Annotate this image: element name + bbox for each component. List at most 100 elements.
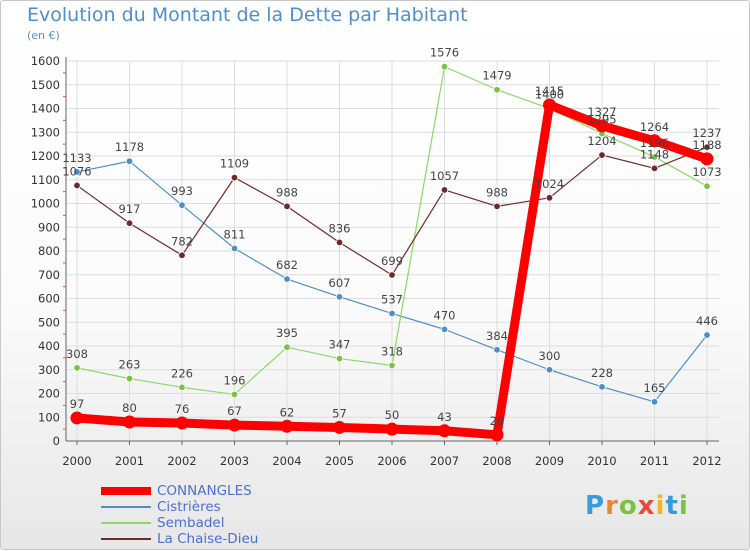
data-label-cistrieres: 384 <box>486 329 508 343</box>
data-label-connangles: 1415 <box>535 84 564 98</box>
chart-title: Evolution du Montant de la Dette par Hab… <box>27 4 468 26</box>
data-label-la-chaise-dieu: 1076 <box>62 164 91 178</box>
data-label-la-chaise-dieu: 1204 <box>587 134 616 148</box>
data-label-cistrieres: 537 <box>381 292 403 306</box>
data-point-la-chaise-dieu <box>178 251 186 259</box>
y-tick-label: 300 <box>38 363 60 377</box>
data-label-sembadel: 1479 <box>482 69 511 83</box>
data-point-cistrieres <box>178 201 186 209</box>
data-label-connangles: 76 <box>175 402 190 416</box>
data-point-la-chaise-dieu <box>73 181 81 190</box>
data-label-sembadel: 1196 <box>640 136 669 150</box>
x-tick-label: 2009 <box>535 454 564 468</box>
data-point-connangles <box>333 420 346 434</box>
data-label-cistrieres: 446 <box>696 314 718 328</box>
data-label-cistrieres: 228 <box>591 366 613 380</box>
data-point-cistrieres <box>335 293 344 301</box>
y-tick-label: 1300 <box>31 125 60 139</box>
data-point-la-chaise-dieu <box>440 186 449 194</box>
x-tick-label: 2003 <box>220 454 249 468</box>
x-tick-label: 2006 <box>377 454 406 468</box>
data-label-la-chaise-dieu: 1024 <box>535 177 564 191</box>
data-label-connangles: 50 <box>385 408 400 422</box>
data-label-connangles: 67 <box>227 404 242 418</box>
data-label-sembadel: 226 <box>171 366 193 380</box>
x-tick-label: 2008 <box>482 454 511 468</box>
data-point-connangles <box>648 134 661 148</box>
y-tick-label: 600 <box>38 292 60 306</box>
data-point-connangles <box>280 419 294 433</box>
legend-swatch <box>101 487 151 495</box>
series-layer <box>70 62 714 442</box>
data-point-connangles <box>385 422 399 436</box>
data-point-sembadel <box>335 354 344 363</box>
axis-layer: 0 100 200 300 400 500 600 700 800 900 1000 1100 1200… <box>31 54 722 468</box>
y-tick-label: 900 <box>38 220 60 234</box>
data-label-sembadel: 308 <box>66 347 88 361</box>
legend-swatch <box>101 538 151 540</box>
logo-letter: t <box>665 491 679 521</box>
legend-label: CONNANGLES <box>157 483 252 499</box>
data-label-connangles: 80 <box>122 401 137 415</box>
data-label-sembadel: 318 <box>381 344 403 358</box>
legend-label: Cistrières <box>157 499 221 515</box>
chart-unit-label: (en €) <box>27 29 60 42</box>
data-point-la-chaise-dieu <box>335 238 344 247</box>
data-label-la-chaise-dieu: 699 <box>381 254 403 268</box>
data-label-cistrieres: 811 <box>224 227 246 241</box>
x-tick-label: 2011 <box>640 454 669 468</box>
legend-swatch <box>101 522 151 524</box>
data-label-sembadel: 263 <box>119 358 141 372</box>
data-label-cistrieres: 682 <box>276 258 298 272</box>
data-label-cistrieres: 165 <box>644 381 666 395</box>
data-label-connangles: 26 <box>490 414 505 428</box>
data-point-connangles <box>123 415 136 429</box>
data-label-sembadel: 1400 <box>535 88 564 102</box>
data-label-cistrieres: 993 <box>171 184 193 198</box>
logo-letter: i <box>655 491 666 521</box>
data-label-cistrieres: 607 <box>329 276 351 290</box>
data-label-sembadel: 1073 <box>692 165 721 179</box>
data-point-sembadel <box>178 383 186 392</box>
data-point-cistrieres <box>440 325 449 334</box>
logo-letter: x <box>637 491 656 521</box>
logo-letter: P <box>585 491 606 521</box>
data-point-connangles <box>595 119 609 133</box>
y-tick-label: 700 <box>38 268 60 282</box>
data-label-la-chaise-dieu: 1148 <box>640 147 669 161</box>
data-point-sembadel <box>388 361 396 370</box>
data-point-sembadel <box>650 153 659 161</box>
y-tick-label: 1600 <box>31 54 60 68</box>
data-label-cistrieres: 300 <box>539 349 561 363</box>
data-label-la-chaise-dieu: 782 <box>171 234 193 248</box>
data-label-la-chaise-dieu: 988 <box>486 185 508 199</box>
x-tick-label: 2002 <box>167 454 196 468</box>
data-point-sembadel <box>283 343 291 351</box>
data-point-sembadel <box>440 62 449 71</box>
grid-layer <box>66 60 719 442</box>
data-point-la-chaise-dieu <box>283 202 291 211</box>
data-point-la-chaise-dieu <box>388 271 396 279</box>
data-label-la-chaise-dieu: 988 <box>276 185 298 199</box>
data-point-sembadel <box>73 364 81 372</box>
data-point-sembadel <box>703 182 711 190</box>
x-tick-label: 2004 <box>272 454 301 468</box>
data-point-connangles <box>700 152 714 166</box>
data-point-cistrieres <box>703 331 711 339</box>
data-point-sembadel <box>230 390 239 399</box>
y-tick-label: 0 <box>53 434 60 448</box>
data-label-connangles: 62 <box>280 405 295 419</box>
data-point-la-chaise-dieu <box>650 164 659 173</box>
data-label-cistrieres: 470 <box>434 308 456 322</box>
y-tick-label: 200 <box>38 387 60 401</box>
data-label-la-chaise-dieu: 917 <box>119 202 141 216</box>
data-point-la-chaise-dieu <box>545 194 554 202</box>
proxiti-logo: Proxiti <box>585 491 689 521</box>
x-tick-label: 2012 <box>692 454 721 468</box>
legend-swatch <box>101 506 151 508</box>
data-point-cistrieres <box>230 244 239 253</box>
data-point-connangles <box>438 424 451 438</box>
data-label-connangles: 1327 <box>587 105 616 119</box>
